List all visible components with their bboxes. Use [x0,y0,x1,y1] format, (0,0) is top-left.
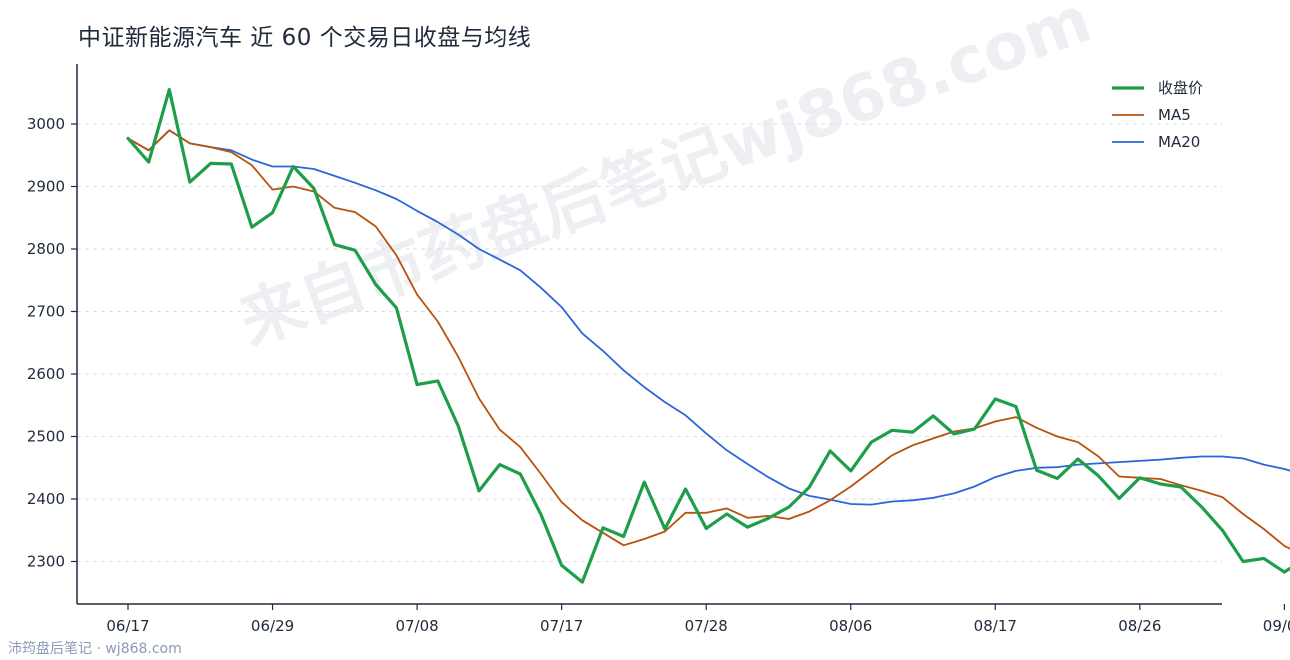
x-tick-label: 08/26 [1118,617,1161,635]
series-lines: 2296.56 [126,87,1290,584]
grid-lines [77,123,1222,562]
footer-credit: 沛筠盘后笔记 · wj868.com [8,641,182,657]
y-tick-label: 2900 [27,178,65,196]
axes: 2300 2400 2500 2600 2700 2800 2900 3000 06/17 06/… [27,64,1290,635]
x-tick-label: 07/08 [395,617,438,635]
x-tick-label: 08/17 [974,617,1017,635]
y-tick-label: 2800 [27,240,65,258]
x-tick-label: 06/29 [251,617,294,635]
y-tick-label: 3000 [27,115,65,133]
chart-title: 中证新能源汽车 近 60 个交易日收盘与均线 [78,25,532,51]
series-line-close [126,87,1290,584]
y-tick-label: 2300 [27,553,65,571]
y-tick-label: 2600 [27,365,65,383]
y-tick-label: 2400 [27,490,65,508]
x-tick-label: 07/17 [540,617,583,635]
watermark: 来自市药盘后笔记wj868.com [230,0,1101,360]
watermark-text: 来自市药盘后笔记wj868.com [230,0,1101,360]
y-tick-label: 2700 [27,303,65,321]
x-tick-label: 06/17 [106,617,149,635]
legend: 收盘价 MA5 MA20 [1112,79,1203,151]
x-tick-label: 07/28 [685,617,728,635]
series-line-ma20 [127,129,1290,506]
legend-label: MA5 [1158,106,1191,124]
legend-label: 收盘价 [1158,79,1203,97]
y-tick-label: 2500 [27,428,65,446]
x-tick-label: 08/06 [829,617,872,635]
x-tick-label: 09/04 [1263,617,1290,635]
legend-label: MA20 [1158,133,1200,151]
